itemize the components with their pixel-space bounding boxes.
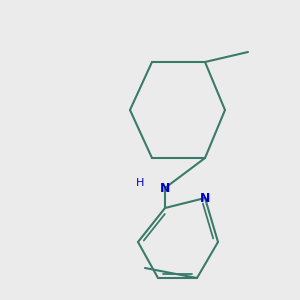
Text: N: N [160, 182, 170, 194]
Text: H: H [136, 178, 144, 188]
Text: N: N [200, 191, 210, 205]
